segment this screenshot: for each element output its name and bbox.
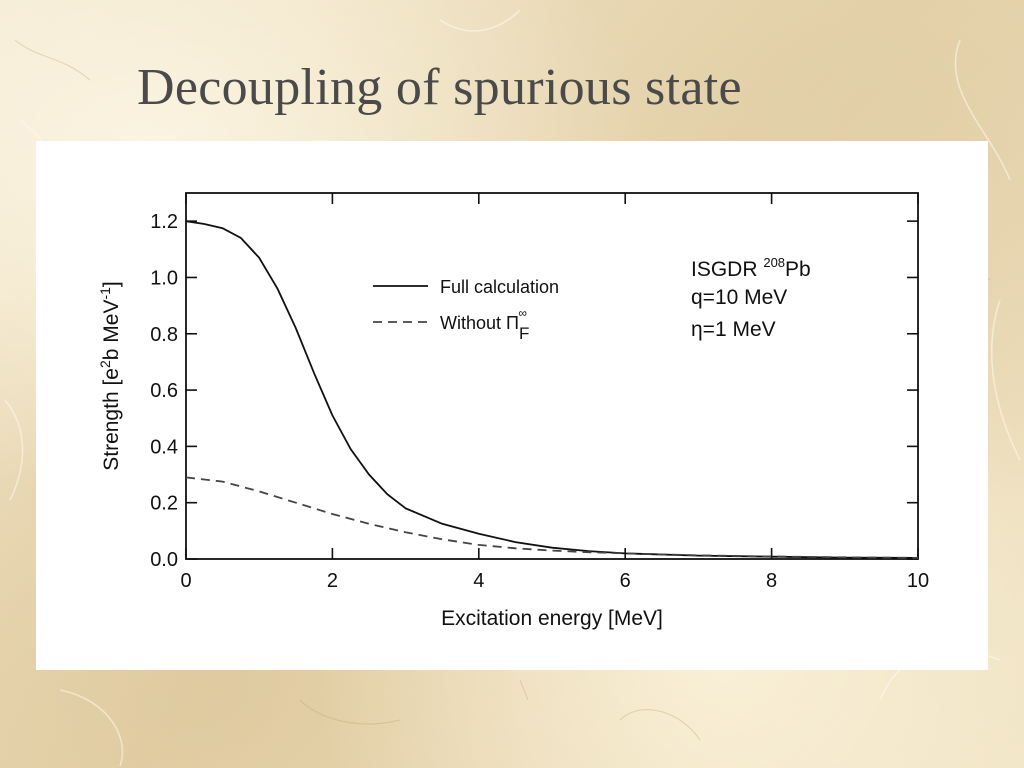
y-axis-label: Strength [e2b MeV-1] — [97, 281, 123, 471]
plot-frame — [185, 192, 919, 560]
annotation-text: η=1 MeV — [691, 318, 776, 341]
x-axis-label: Excitation energy [MeV] — [441, 607, 663, 630]
y-tick-label: 1.2 — [150, 211, 178, 233]
x-tick-label: 8 — [766, 570, 777, 592]
y-tick-label: 0.8 — [150, 324, 178, 346]
legend-label: Without ΠF∞ — [440, 306, 529, 343]
x-tick-label: 10 — [907, 570, 929, 592]
y-tick-label: 0.6 — [150, 380, 178, 402]
strength-chart: 0 2 4 6 8 10 0.0 0.2 0.4 0.6 0.8 1.0 1.2 Excitation e… — [97, 192, 929, 630]
x-tick-label: 0 — [180, 570, 191, 592]
x-tick-label: 6 — [620, 570, 631, 592]
legend-label: Full calculation — [440, 277, 559, 297]
y-tick-label: 0.4 — [150, 436, 178, 458]
x-tick-label: 4 — [473, 570, 484, 592]
annotation-text: q=10 MeV — [691, 286, 787, 309]
slide-title: Decoupling of spurious state — [137, 59, 742, 116]
y-tick-label: 0.2 — [150, 493, 178, 515]
annotation-text: ISGDR 208Pb — [691, 255, 811, 281]
y-tick-label: 0.0 — [150, 549, 178, 571]
y-tick-label: 1.0 — [150, 267, 178, 289]
figure-panel: 0 2 4 6 8 10 0.0 0.2 0.4 0.6 0.8 1.0 1.2 Excitation e… — [36, 141, 988, 670]
x-tick-label: 2 — [327, 570, 338, 592]
series-line-without-pi — [185, 476, 919, 559]
